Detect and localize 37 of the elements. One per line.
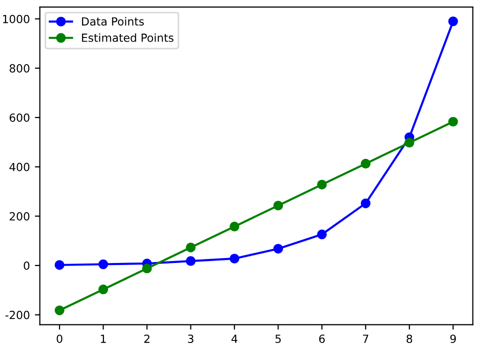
point — [142, 264, 152, 274]
point — [230, 254, 240, 264]
point — [360, 158, 371, 168]
x-tick-label: 8 — [406, 334, 412, 343]
point — [54, 306, 64, 316]
x-tick-label: 0 — [56, 334, 62, 343]
point — [404, 138, 414, 148]
legend-label: Estimated Points — [82, 33, 174, 42]
y-tick-label: 1000 — [3, 14, 30, 24]
y-tick-label: 800 — [10, 64, 30, 73]
y-tick-label: 200 — [10, 212, 30, 221]
x-tick-label: 1 — [100, 334, 106, 343]
point — [54, 260, 64, 270]
legend-label: Data Points — [82, 17, 144, 26]
x-tick-label: 5 — [276, 334, 281, 343]
x-tick-label: 9 — [450, 334, 456, 343]
point — [273, 200, 284, 210]
x-tick-label: 4 — [231, 334, 238, 343]
x-tick-label: 2 — [144, 334, 150, 343]
point — [186, 242, 196, 252]
y-tick-label: 600 — [10, 113, 30, 122]
y-tick-label: 400 — [9, 162, 30, 172]
point — [273, 244, 284, 254]
point — [448, 116, 458, 127]
point — [317, 180, 327, 190]
y-tick-label: -200 — [5, 310, 30, 320]
x-tick-label: 7 — [363, 334, 368, 343]
x-tick-label: 3 — [188, 334, 194, 343]
point — [317, 230, 327, 240]
point — [448, 16, 458, 26]
point — [98, 259, 108, 270]
y-tick-label: 0 — [24, 261, 30, 270]
point — [230, 222, 240, 232]
x-tick-label: 6 — [319, 334, 325, 343]
point — [186, 256, 196, 266]
point — [98, 284, 108, 294]
point — [360, 198, 371, 208]
